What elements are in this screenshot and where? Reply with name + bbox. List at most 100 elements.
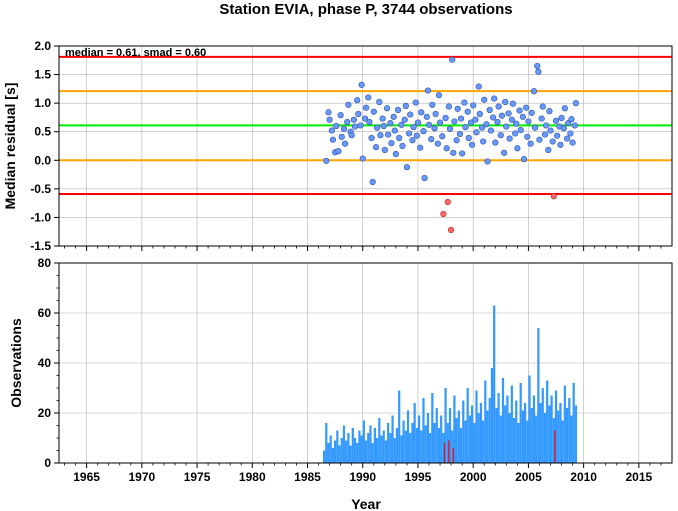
residual-point [359,155,366,162]
observation-bar [429,433,432,463]
residual-point [453,137,460,144]
observation-bar [422,398,425,463]
residual-point [387,120,394,127]
observation-bar [495,408,498,463]
residual-point [547,127,554,134]
residual-point [513,120,520,127]
observation-bar [477,413,480,463]
observation-bar [409,433,412,463]
observations-y-ticks: 0 20 40 60 80 [38,256,59,470]
residual-point [489,114,497,121]
outlier-bar [554,430,556,463]
observation-bar [515,400,518,463]
observations-x-ticks: 1965 1970 1975 1980 1985 1990 1995 2000 2005 2010… [64,463,662,484]
observation-bar [537,328,540,463]
observation-bar [375,438,379,463]
residual-point [435,92,443,99]
residual-point [425,121,433,128]
residual-point [420,128,427,135]
observation-bar [353,438,357,463]
residual-point [325,109,332,116]
residual-point [467,119,475,126]
x-tick-label: 2000 [460,470,487,484]
residual-point [429,101,436,108]
residual-point [368,134,375,142]
residual-y-tick-label: 0.5 [34,125,51,139]
residual-point [357,122,364,129]
residual-point [523,104,530,111]
observation-bar [404,430,407,463]
observation-bar [358,430,361,463]
residual-point [335,148,342,155]
observation-bar [552,418,555,463]
residual-point [345,101,352,108]
observation-bar [325,423,328,463]
x-tick-label: 1965 [73,470,100,484]
residual-point [369,178,376,186]
residual-point [530,88,538,95]
residual-point [470,102,477,109]
residual-y-tick-label: -1.5 [30,239,51,253]
median-smad-annotation: median = 0.61, smad = 0.60 [65,47,206,59]
residual-point [528,109,535,116]
residual-point [337,112,344,119]
observations-y-tick-label: 80 [38,256,52,270]
residual-point [534,62,541,70]
observation-bar [395,428,399,463]
residual-point [409,137,416,144]
observation-bar [342,425,346,463]
observation-bar [345,440,348,463]
observation-bar [504,405,507,463]
observation-bar [369,425,372,463]
residual-point [495,103,502,110]
observation-bar [444,388,447,463]
observation-bar [411,423,414,463]
observation-bar [455,418,458,463]
residual-point [459,150,466,157]
observation-bar [457,410,460,463]
observation-bar [530,408,533,463]
residual-point [340,125,348,132]
residual-point [484,158,491,165]
outlier-point [440,210,447,218]
observation-bar [499,415,502,463]
residual-point [491,95,498,102]
observations-y-tick-label: 20 [38,406,52,420]
residual-grid [59,45,672,247]
residual-y-tick-label: 2.0 [34,39,51,53]
residual-point [454,105,461,112]
residual-point [402,102,409,110]
residual-point [341,140,349,147]
residual-point [465,134,472,142]
residual-point [391,127,398,134]
residual-point [373,124,381,131]
observation-bar [448,408,452,463]
observation-bar [473,423,476,463]
observations-y-tick-label: 0 [44,456,51,470]
observation-bar [360,435,363,463]
residual-point [568,116,575,123]
observation-bar [459,428,463,463]
residual-point [558,114,565,122]
residual-point [417,144,424,151]
observation-bar [488,398,491,463]
residual-point [424,87,432,94]
residual-point [421,174,428,182]
residual-point [348,132,355,139]
residual-point [565,120,572,127]
residual-point [403,164,411,171]
residual-point [505,110,512,117]
residual-point [432,110,439,118]
observation-bar [497,393,500,463]
residual-point [442,114,449,122]
observation-bars [322,305,578,463]
residual-point [399,142,406,150]
residual-point [383,105,391,112]
residual-y-tick-label: -1.0 [30,210,51,224]
observation-bar [400,435,403,463]
residual-point [480,138,487,145]
x-tick-label: 1990 [349,470,376,484]
observation-bar [490,368,494,463]
observation-bar [347,433,350,463]
observation-bar [373,428,376,463]
